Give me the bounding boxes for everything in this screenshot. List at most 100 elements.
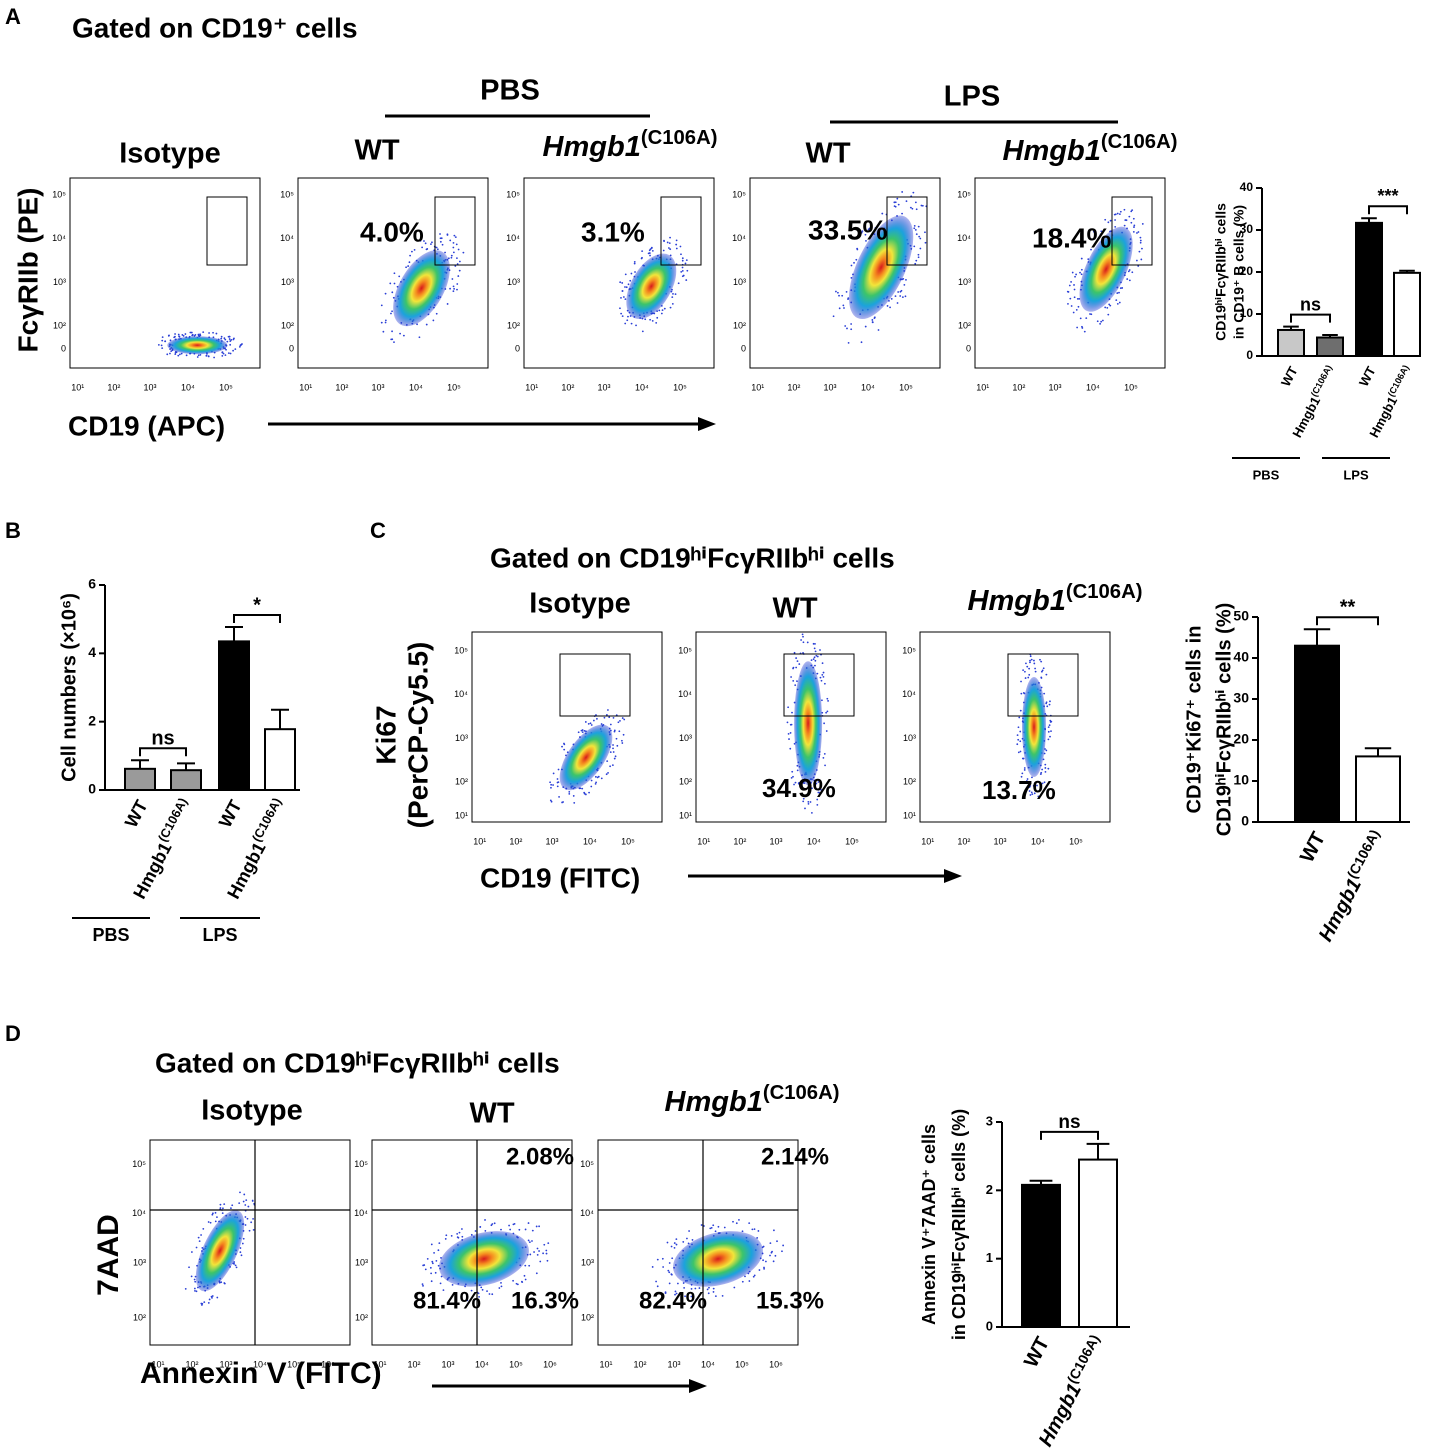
event-dot xyxy=(753,1228,756,1231)
event-dot xyxy=(1130,221,1133,224)
event-dot xyxy=(797,782,800,785)
event-dot xyxy=(413,248,416,251)
event-dot xyxy=(500,1285,503,1288)
event-dot xyxy=(1128,269,1131,271)
event-dot xyxy=(580,729,583,732)
x-tick-label: 10⁵ xyxy=(1124,382,1138,392)
event-dot xyxy=(178,353,181,356)
gate xyxy=(434,196,476,266)
density-cloud xyxy=(1079,226,1133,312)
event-dot xyxy=(650,246,653,249)
y-tick-label: 10⁴ xyxy=(902,689,916,699)
allele: (C106A) xyxy=(763,1082,840,1104)
event-dot xyxy=(826,710,829,713)
event-dot xyxy=(796,680,798,683)
event-dot xyxy=(1141,223,1144,225)
x-tick-label: 10² xyxy=(633,1359,646,1369)
event-dot xyxy=(756,1237,759,1239)
x-tick-label: 10³ xyxy=(993,836,1006,846)
bar xyxy=(170,769,202,792)
event-dot xyxy=(173,336,176,339)
event-dot xyxy=(605,713,608,716)
x-tick-label: 10¹ xyxy=(525,382,538,392)
density-cloud xyxy=(626,253,677,320)
event-dot xyxy=(674,293,677,295)
event-dot xyxy=(1078,297,1081,300)
y-axis-label: FcγRIIb (PE) xyxy=(12,188,43,353)
event-dot xyxy=(572,795,575,797)
event-dot xyxy=(814,659,817,662)
event-dot xyxy=(221,1212,224,1215)
x-tick-label: 10³ xyxy=(769,836,782,846)
event-dot xyxy=(512,1223,515,1226)
event-dot xyxy=(1050,730,1052,733)
event-dot xyxy=(581,787,584,790)
event-dot xyxy=(590,779,593,782)
event-dot xyxy=(1133,224,1136,227)
event-dot xyxy=(820,788,822,791)
event-dot xyxy=(795,657,798,659)
event-dot xyxy=(1045,749,1048,752)
event-dot xyxy=(421,246,424,249)
event-dot xyxy=(672,292,674,295)
event-dot xyxy=(847,298,849,301)
event-dot xyxy=(160,344,163,347)
event-dot xyxy=(812,658,815,661)
event-dot xyxy=(411,250,413,253)
event-dot xyxy=(214,1211,217,1214)
event-dot xyxy=(581,731,584,734)
event-dot xyxy=(789,747,792,750)
event-dot xyxy=(1020,775,1023,778)
event-dot xyxy=(193,1287,196,1290)
x-tick-label: 10⁴ xyxy=(583,836,597,846)
event-dot xyxy=(533,1251,535,1253)
event-dot xyxy=(491,1223,494,1225)
density-cloud xyxy=(1022,677,1046,777)
event-dot xyxy=(437,1249,440,1252)
event-dot xyxy=(609,765,612,768)
event-dot xyxy=(1139,236,1142,239)
event-dot xyxy=(424,242,427,245)
event-dot xyxy=(620,312,623,315)
event-dot xyxy=(450,254,453,257)
gate-percent: 3.1% xyxy=(581,216,645,247)
panel-title: Gated on CD19ʰⁱFcγRIIbʰⁱ cells xyxy=(155,1047,560,1078)
panel-letter: C xyxy=(370,518,386,543)
event-dot xyxy=(666,1241,669,1244)
y-tick-label: 6 xyxy=(88,576,96,592)
event-dot xyxy=(625,286,628,289)
bar-chart: 0 2 4 6 Cell numbers (×10⁶) ns * PBS LPS xyxy=(58,576,300,945)
flow-plot: 10⁵ 10⁴ 10³ 10² 0 10¹ 10² 10³ 10⁴ 10⁵ xyxy=(52,177,261,392)
event-dot xyxy=(1022,669,1025,672)
event-dot xyxy=(1021,772,1024,775)
event-dot xyxy=(185,354,188,357)
event-dot xyxy=(1075,273,1077,276)
event-dot xyxy=(1118,301,1121,304)
y-tick-label: 0 xyxy=(88,781,96,797)
event-dot xyxy=(675,243,678,246)
event-dot xyxy=(229,352,232,355)
event-dot xyxy=(201,1304,203,1306)
y-tick-label: 0 xyxy=(966,343,971,353)
event-dot xyxy=(224,338,227,341)
x-tick-label: 10¹ xyxy=(151,1359,164,1369)
y-tick-label: 20 xyxy=(1240,264,1254,278)
event-dot xyxy=(681,269,684,272)
bar xyxy=(1021,1183,1061,1329)
event-dot xyxy=(1047,726,1050,729)
event-dot xyxy=(421,1283,424,1286)
event-dot xyxy=(1068,284,1071,287)
event-dot xyxy=(1123,208,1126,211)
event-dot xyxy=(865,239,867,242)
event-dot xyxy=(170,350,173,353)
x-tick-label: 10² xyxy=(509,836,522,846)
event-dot xyxy=(624,273,627,276)
event-dot xyxy=(1016,743,1019,746)
x-tick-label: 10⁵ xyxy=(735,1359,749,1369)
event-dot xyxy=(1114,225,1117,228)
event-dot xyxy=(182,335,185,337)
event-dot xyxy=(241,1242,244,1245)
event-dot xyxy=(1023,767,1026,769)
event-dot xyxy=(741,1230,744,1233)
event-dot xyxy=(536,1253,539,1256)
